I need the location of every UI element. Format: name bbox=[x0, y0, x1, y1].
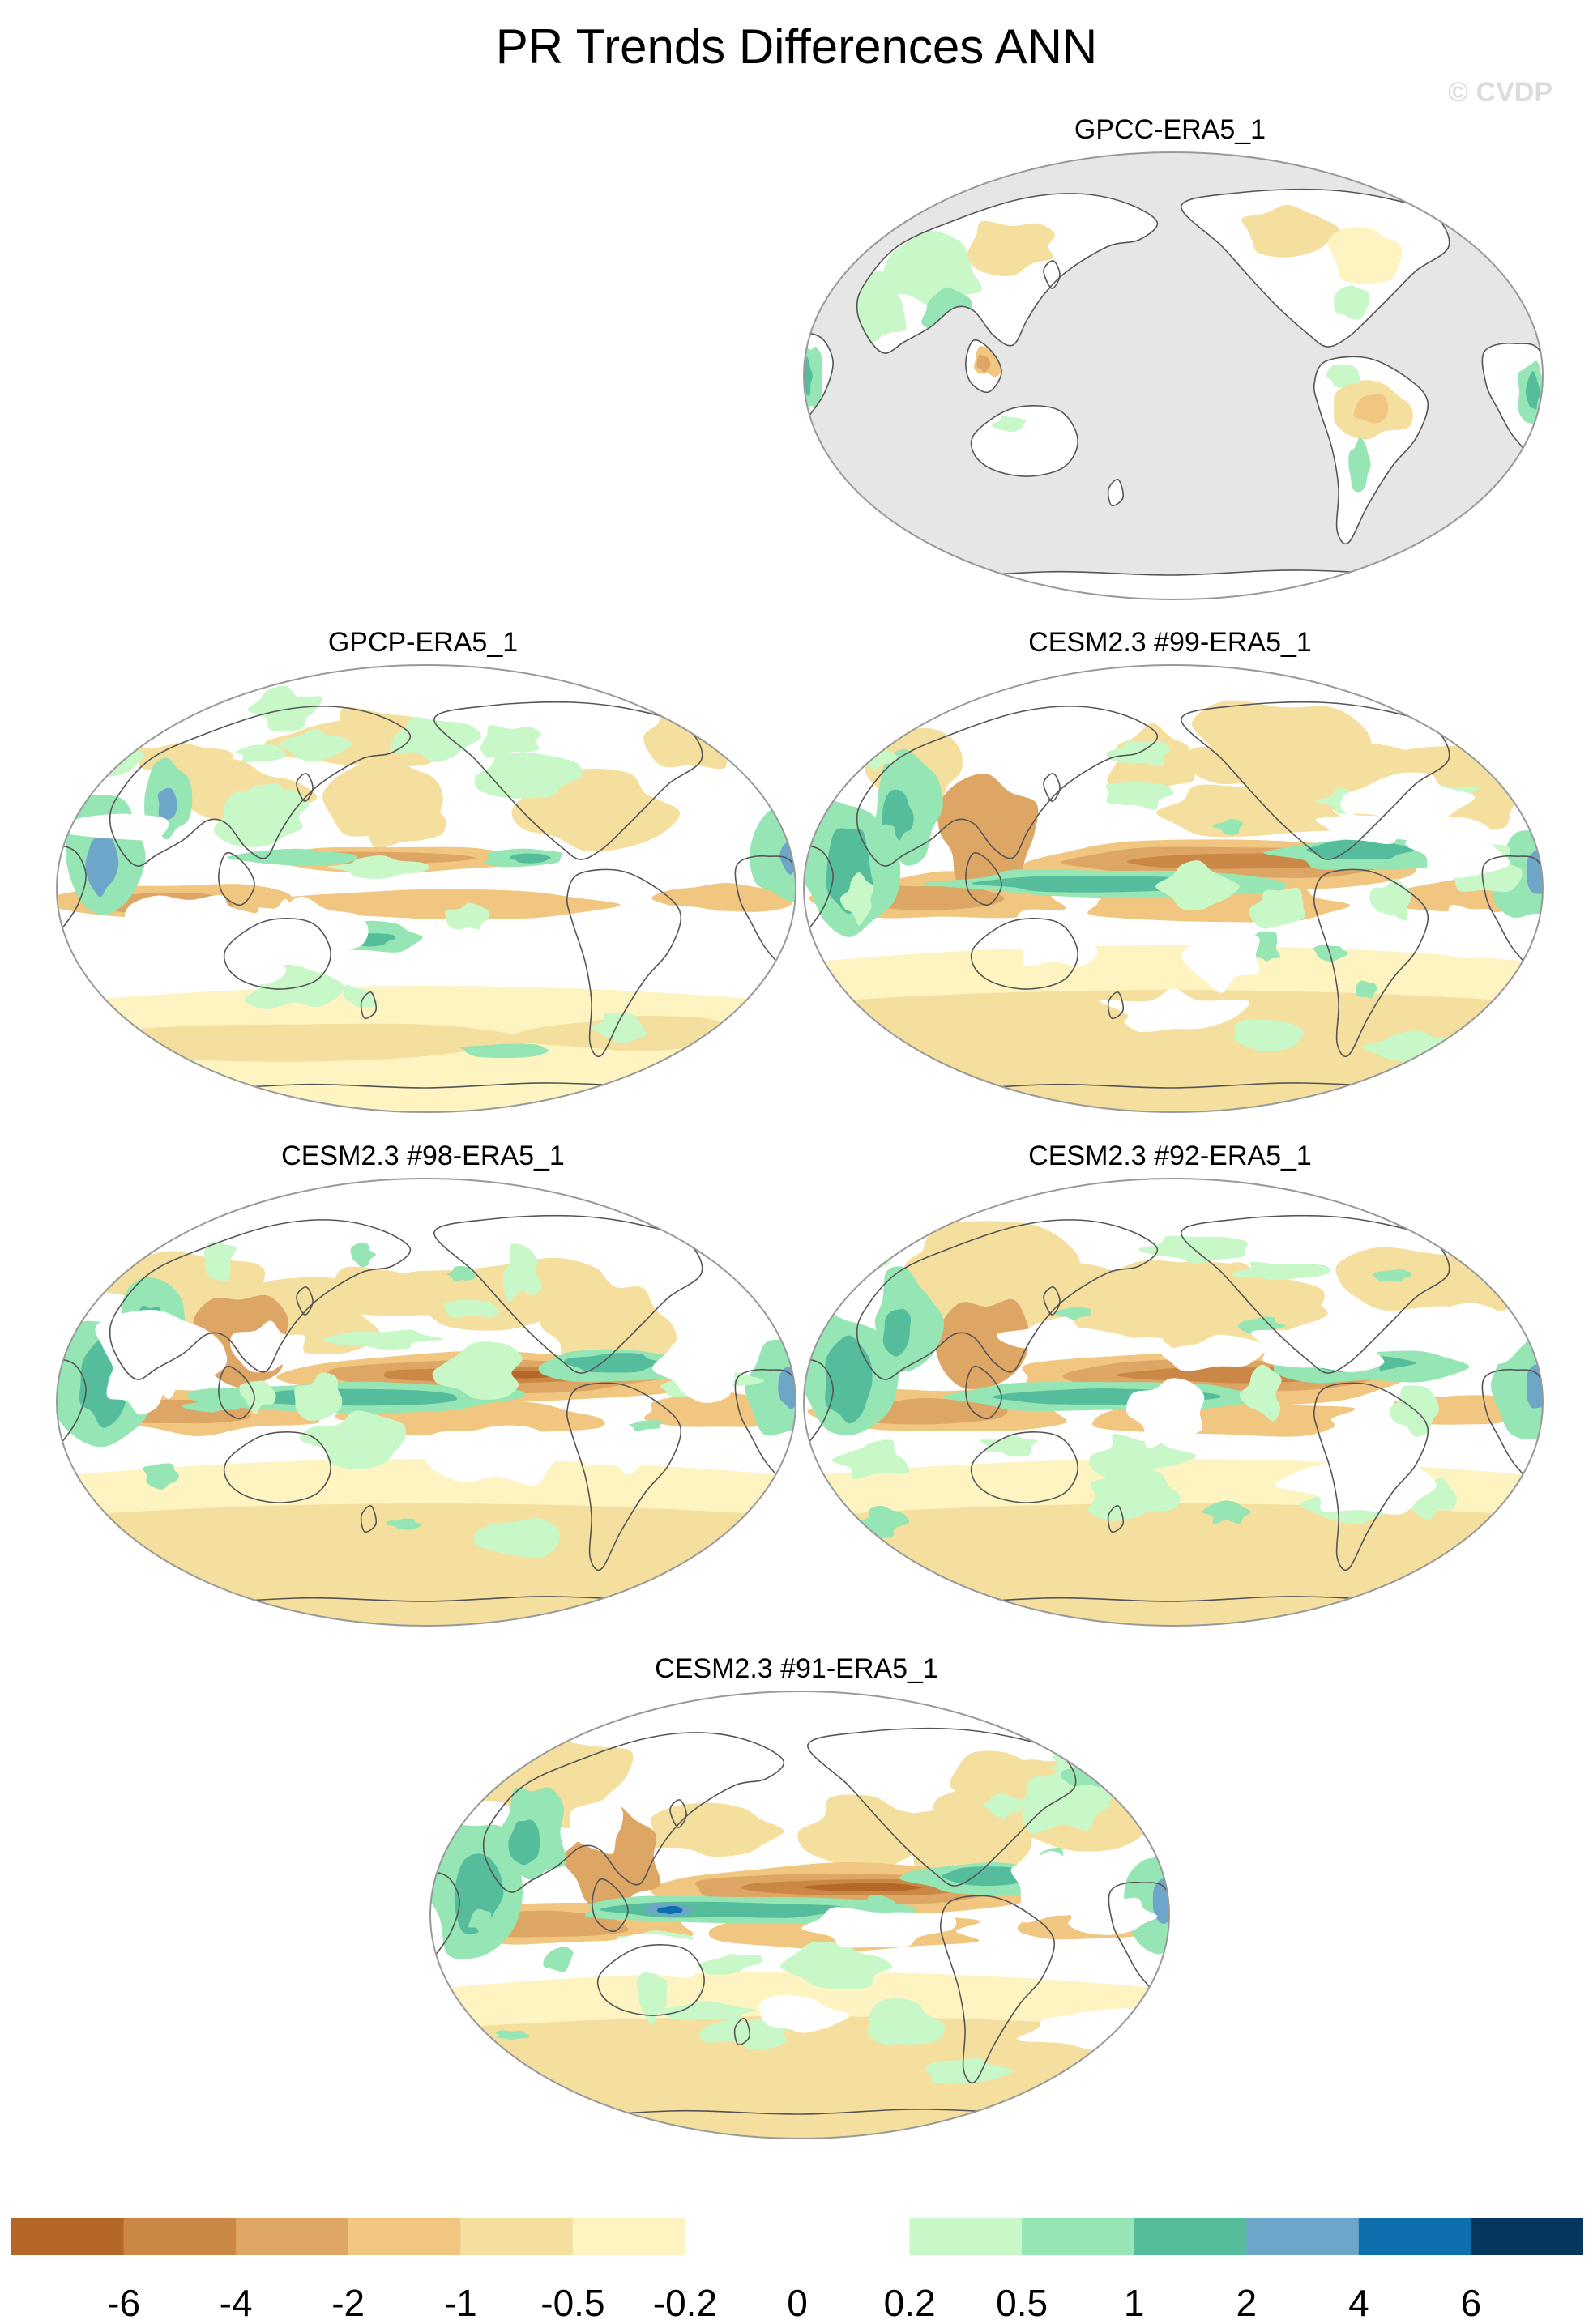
colorbar-swatch bbox=[1022, 2218, 1135, 2255]
colorbar-swatch bbox=[1471, 2218, 1583, 2255]
map-cesm-99 bbox=[802, 664, 1544, 1113]
panel-title-gpcc: GPCC-ERA5_1 bbox=[1074, 114, 1266, 145]
colorbar-tick-label: -1 bbox=[443, 2282, 477, 2324]
panel-title-cesm-92: CESM2.3 #92-ERA5_1 bbox=[1028, 1141, 1312, 1171]
watermark: © CVDP bbox=[1448, 77, 1552, 108]
colorbar-swatch bbox=[236, 2218, 349, 2255]
colorbar-tick-label: -2 bbox=[331, 2282, 365, 2324]
colorbar-tick-label: 1 bbox=[1123, 2282, 1145, 2324]
panel-title-cesm-99: CESM2.3 #99-ERA5_1 bbox=[1028, 627, 1312, 658]
colorbar-swatch bbox=[1358, 2218, 1471, 2255]
colorbar-swatch bbox=[909, 2218, 1023, 2255]
colorbar bbox=[11, 2218, 1583, 2255]
map-cesm-91 bbox=[429, 1691, 1171, 2139]
map-cesm-98 bbox=[55, 1178, 797, 1627]
panel-title-cesm-91: CESM2.3 #91-ERA5_1 bbox=[655, 1653, 938, 1684]
colorbar-swatch bbox=[123, 2218, 237, 2255]
colorbar-tick-label: 0.2 bbox=[883, 2282, 936, 2324]
colorbar-swatch bbox=[460, 2218, 574, 2255]
colorbar-tick-label: -0.5 bbox=[540, 2282, 605, 2324]
colorbar-tick-label: 4 bbox=[1348, 2282, 1369, 2324]
colorbar-swatch bbox=[1246, 2218, 1360, 2255]
colorbar-swatch bbox=[685, 2218, 798, 2255]
panel-title-cesm-98: CESM2.3 #98-ERA5_1 bbox=[281, 1141, 565, 1171]
colorbar-tick-label: 0 bbox=[787, 2282, 808, 2324]
colorbar-swatch bbox=[572, 2218, 685, 2255]
colorbar-tick-label: -0.2 bbox=[652, 2282, 718, 2324]
map-cesm-92 bbox=[802, 1178, 1544, 1627]
colorbar-tick-label: 6 bbox=[1460, 2282, 1482, 2324]
page-title: PR Trends Differences ANN bbox=[495, 19, 1098, 74]
map-gpcp bbox=[55, 664, 797, 1113]
colorbar-swatch bbox=[348, 2218, 461, 2255]
colorbar-swatch bbox=[1134, 2218, 1247, 2255]
map-gpcc bbox=[802, 151, 1544, 600]
colorbar-tick-label: -4 bbox=[219, 2282, 253, 2324]
colorbar-swatch bbox=[797, 2218, 911, 2255]
panel-title-gpcp: GPCP-ERA5_1 bbox=[327, 627, 519, 658]
colorbar-tick-label: 0.5 bbox=[996, 2282, 1048, 2324]
colorbar-tick-label: -6 bbox=[107, 2282, 141, 2324]
colorbar-swatch bbox=[11, 2218, 125, 2255]
colorbar-tick-label: 2 bbox=[1236, 2282, 1258, 2324]
